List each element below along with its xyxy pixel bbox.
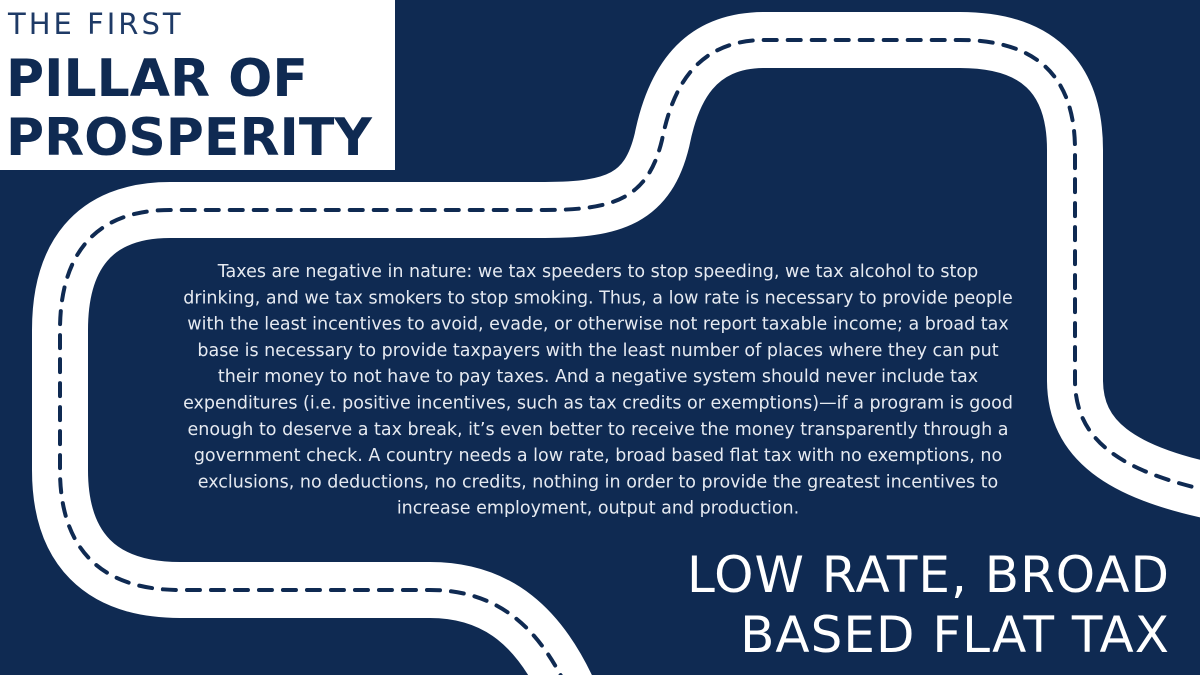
body-line: exclusions, no deductions, no credits, n… [198,472,998,492]
body-line: increase employment, output and producti… [397,499,799,519]
body-line: their money to not have to pay taxes. An… [218,367,978,387]
road-lane-marking [58,38,1200,675]
body-line: expenditures (i.e. positive incentives, … [183,394,1013,414]
body-text: Taxes are negative in nature: we tax spe… [183,262,1013,519]
body-line: government check. A country needs a low … [194,446,1002,466]
body-line: enough to deserve a tax break, it’s even… [188,420,1009,440]
footer-heading: BASED FLAT TAX [740,606,1170,664]
body-line: with the least incentives to avoid, evad… [187,315,1008,335]
footer-heading: LOW RATE, BROAD [687,546,1170,604]
body-line: base is necessary to provide taxpayers w… [197,341,998,361]
title-box [0,0,395,170]
title-line: PILLAR OF [6,49,308,109]
kicker: THE FIRST [7,7,184,41]
body-line: drinking, and we tax smokers to stop smo… [183,288,1012,308]
title-line: PROSPERITY [6,108,373,168]
body-line: Taxes are negative in nature: we tax spe… [217,262,978,282]
